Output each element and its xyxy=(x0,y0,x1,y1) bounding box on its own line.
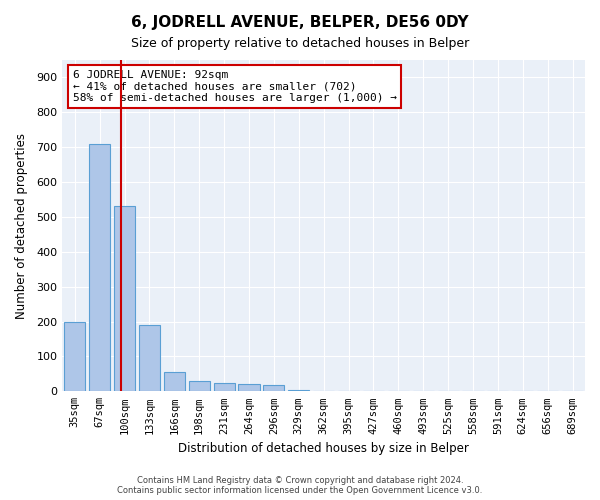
Text: Size of property relative to detached houses in Belper: Size of property relative to detached ho… xyxy=(131,38,469,51)
Text: 6 JODRELL AVENUE: 92sqm
← 41% of detached houses are smaller (702)
58% of semi-d: 6 JODRELL AVENUE: 92sqm ← 41% of detache… xyxy=(73,70,397,103)
Bar xyxy=(214,382,235,392)
Y-axis label: Number of detached properties: Number of detached properties xyxy=(15,132,28,318)
Bar xyxy=(288,390,310,392)
Bar xyxy=(164,372,185,392)
Bar xyxy=(114,206,135,392)
Bar xyxy=(188,381,210,392)
Bar xyxy=(263,385,284,392)
Bar xyxy=(64,322,85,392)
X-axis label: Distribution of detached houses by size in Belper: Distribution of detached houses by size … xyxy=(178,442,469,455)
Text: Contains HM Land Registry data © Crown copyright and database right 2024.
Contai: Contains HM Land Registry data © Crown c… xyxy=(118,476,482,495)
Bar xyxy=(238,384,260,392)
Bar xyxy=(139,325,160,392)
Bar xyxy=(89,144,110,392)
Text: 6, JODRELL AVENUE, BELPER, DE56 0DY: 6, JODRELL AVENUE, BELPER, DE56 0DY xyxy=(131,15,469,30)
